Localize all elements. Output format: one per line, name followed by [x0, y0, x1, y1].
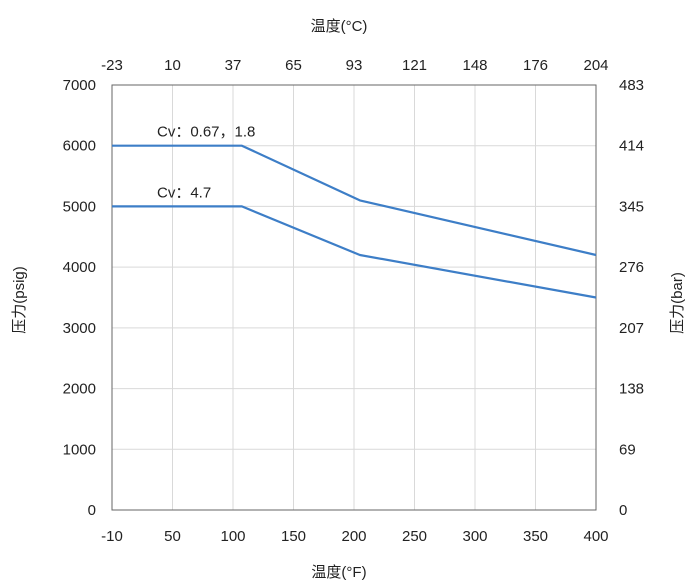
y2-tick-label: 414: [619, 138, 644, 155]
x2-tick-label: 37: [225, 57, 242, 74]
y2-tick-label: 483: [619, 77, 644, 94]
y2-tick-label: 138: [619, 381, 644, 398]
y-tick-label: 4000: [63, 259, 96, 276]
x-tick-label: 250: [402, 528, 427, 545]
y2-tick-label: 0: [619, 502, 627, 519]
x-axis-title: 温度(°F): [311, 564, 366, 581]
y-tick-label: 5000: [63, 198, 96, 215]
series-line-1: [112, 144, 597, 257]
x2-tick-label: 148: [462, 57, 487, 74]
x-tick-label: 200: [341, 528, 366, 545]
x-tick-label: 100: [220, 528, 245, 545]
y2-axis-title: 压力(bar): [669, 272, 686, 334]
series-label-1: Cv：0.67，1.8: [157, 124, 255, 141]
y-axis-title: 压力(psig): [11, 266, 28, 334]
series-labels: Cv：0.67，1.8 Cv：4.7: [157, 124, 255, 202]
x2-tick-label: 10: [164, 57, 181, 74]
x2-tick-label: 65: [285, 57, 302, 74]
x-tick-label: -10: [101, 528, 123, 545]
x-tick-label: 50: [164, 528, 181, 545]
x2-tick-label: 121: [402, 57, 427, 74]
series-group: [112, 144, 597, 299]
x2-tick-label: 176: [523, 57, 548, 74]
tick-labels: -10 50 100 150 200 250 300 350 400 -23 10 37 65 93 121…: [63, 57, 644, 545]
y-tick-label: 0: [88, 502, 96, 519]
x-tick-label: 350: [523, 528, 548, 545]
x2-tick-label: -23: [101, 57, 123, 74]
x2-tick-label: 93: [346, 57, 363, 74]
series-label-2: Cv：4.7: [157, 184, 211, 201]
x2-tick-label: 204: [583, 57, 608, 74]
y-tick-label: 2000: [63, 381, 96, 398]
grid: [112, 85, 596, 510]
y-tick-label: 3000: [63, 320, 96, 337]
y-tick-label: 7000: [63, 77, 96, 94]
x-tick-label: 300: [462, 528, 487, 545]
series-line-2: [112, 205, 597, 299]
y2-tick-label: 276: [619, 259, 644, 276]
y2-tick-label: 207: [619, 320, 644, 337]
y-tick-label: 6000: [63, 138, 96, 155]
x-tick-label: 400: [583, 528, 608, 545]
y2-tick-label: 69: [619, 441, 636, 458]
x2-axis-title: 温度(°C): [311, 18, 368, 35]
x-tick-label: 150: [281, 528, 306, 545]
y2-tick-label: 345: [619, 198, 644, 215]
y-tick-label: 1000: [63, 441, 96, 458]
